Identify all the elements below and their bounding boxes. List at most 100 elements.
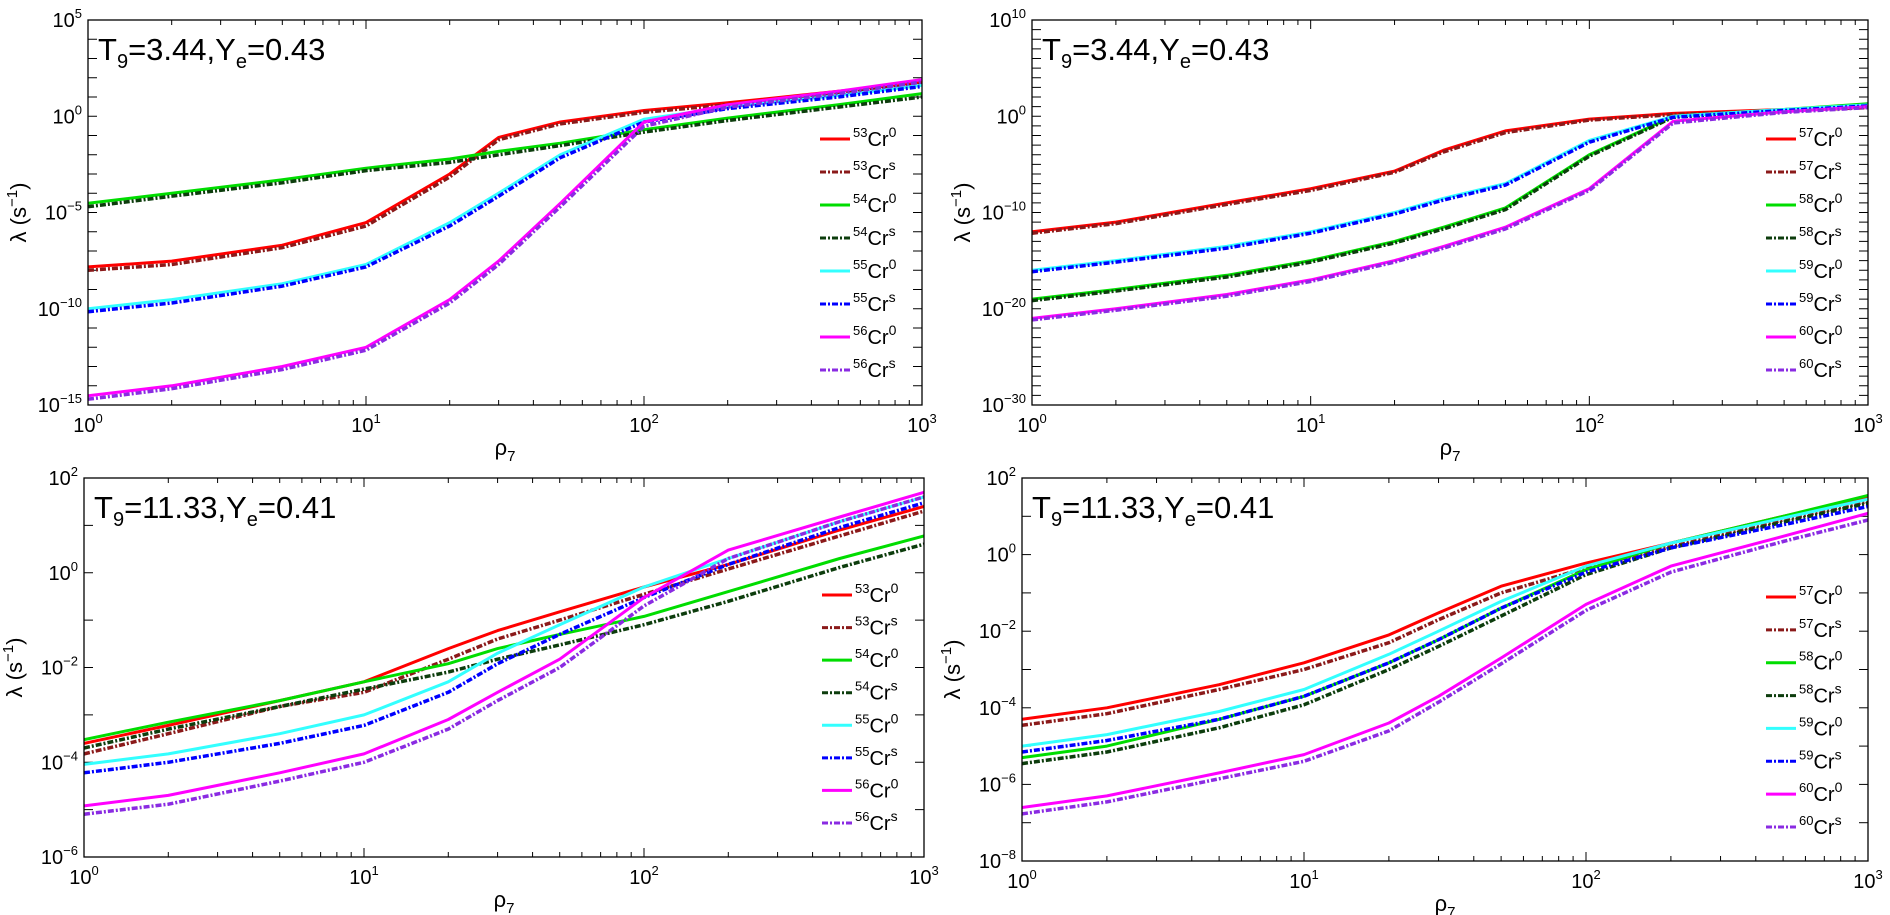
legend-label: 53Cr0 (855, 580, 899, 607)
legend-mass: 57 (1799, 158, 1813, 173)
y-axis-text: λ (s (950, 207, 975, 242)
x-tick-label: 100 (69, 863, 98, 889)
title-y-symbol: Y (215, 32, 236, 67)
x-axis-symbol: ρ (1435, 891, 1448, 915)
chart-panel-4: 100 101 102 10310−810−610−410−2100102ρ7λ (s… (938, 464, 1883, 915)
y-axis-superscript: −1 (0, 645, 17, 662)
legend-element: Cr (869, 813, 890, 835)
legend-element: Cr (1813, 294, 1834, 316)
series-line-55-cr-s (88, 87, 922, 312)
legend-superscript: s (1835, 157, 1842, 173)
legend-element: Cr (869, 748, 890, 770)
x-tick-base: 10 (1017, 415, 1039, 437)
y-tick-label: 10−10 (982, 199, 1026, 225)
x-axis-subscript: 7 (506, 900, 514, 915)
chart-title: T9=11.33,Ye=0.41 (94, 490, 336, 531)
y-axis-close: ) (950, 183, 975, 190)
legend-superscript: s (1835, 289, 1842, 305)
legend-element: Cr (867, 129, 888, 151)
y-tick-label: 100 (987, 541, 1016, 567)
legend-label: 54Crs (855, 678, 898, 705)
legend-element: Cr (1813, 718, 1834, 740)
legend-element: Cr (1813, 162, 1834, 184)
x-tick-base: 10 (1296, 415, 1318, 437)
y-axis-close: ) (940, 640, 965, 647)
legend-superscript: 0 (891, 645, 899, 661)
series-lines (84, 492, 924, 814)
legend-label: 55Cr0 (855, 710, 899, 737)
x-tick-base: 10 (909, 867, 931, 889)
legend-element: Cr (1813, 653, 1834, 675)
y-tick-base: 10 (53, 10, 75, 32)
legend-superscript: s (1835, 681, 1842, 697)
legend-label: 58Crs (1799, 681, 1842, 708)
series-line-56-cr-0 (88, 80, 922, 396)
legend-mass: 60 (1799, 323, 1813, 338)
legend-superscript: s (891, 743, 898, 759)
y-axis-text: λ (s (940, 664, 965, 699)
legend-superscript: 0 (1835, 713, 1843, 729)
chart-title: T9=3.44,Ye=0.43 (1042, 32, 1269, 73)
series-lines (1022, 496, 1868, 814)
legend-element: Cr (1813, 784, 1834, 806)
title-t-symbol: T (98, 32, 117, 67)
legend-mass: 56 (853, 356, 867, 371)
y-tick-label: 10−5 (45, 199, 82, 225)
y-tick-exp: −4 (1001, 694, 1016, 709)
legend-label: 54Cr0 (853, 190, 897, 217)
x-axis-subscript: 7 (507, 448, 515, 465)
legend-element: Cr (867, 195, 888, 217)
legend-element: Cr (867, 360, 888, 382)
legend-label: 58Cr0 (1799, 190, 1843, 217)
x-tick-exp: 3 (930, 411, 937, 426)
figure: 100 101 102 10310−1510−1010−5100105ρ7λ (s−1… (0, 0, 1890, 915)
series-line-59-cr-0 (1022, 499, 1868, 746)
x-tick-exp: 3 (1876, 867, 1883, 882)
x-tick-label: 103 (909, 863, 938, 889)
legend-mass: 60 (1799, 356, 1813, 371)
y-tick-label: 102 (49, 464, 78, 490)
legend-superscript: 0 (891, 775, 899, 791)
y-tick-exp: −15 (60, 391, 82, 406)
y-tick-exp: 0 (75, 102, 82, 117)
series-line-53-cr-s (88, 84, 922, 270)
axis-ticks (88, 20, 922, 405)
legend-mass: 55 (855, 744, 869, 759)
legend-element: Cr (1813, 261, 1834, 283)
x-tick-base: 10 (1575, 415, 1597, 437)
y-tick-base: 10 (979, 851, 1001, 873)
legend-superscript: 0 (1835, 256, 1843, 272)
y-tick-base: 10 (982, 395, 1004, 417)
legend-superscript: s (1835, 615, 1842, 631)
y-tick-exp: −2 (63, 654, 78, 669)
y-tick-base: 10 (41, 847, 63, 869)
title-y-symbol: Y (226, 490, 247, 525)
x-axis-label: ρ7 (1435, 891, 1456, 915)
legend-superscript: s (889, 223, 896, 239)
plot-frame (1022, 478, 1868, 861)
legend-label: 59Cr0 (1799, 256, 1843, 283)
legend-superscript: 0 (889, 322, 897, 338)
legend-label: 56Crs (855, 808, 898, 835)
x-tick-label: 100 (1007, 867, 1036, 893)
legend-label: 58Crs (1799, 223, 1842, 250)
y-axis-superscript: −1 (948, 190, 965, 207)
legend-element: Cr (1813, 620, 1834, 642)
series-line-60-cr-s (1022, 520, 1868, 814)
x-tick-exp: 1 (1312, 867, 1319, 882)
legend-label: 59Crs (1799, 746, 1842, 773)
legend-mass: 58 (1799, 191, 1813, 206)
legend-element: Cr (1813, 686, 1834, 708)
legend-mass: 56 (855, 776, 869, 791)
x-tick-exp: 2 (652, 863, 659, 878)
legend-mass: 57 (1799, 616, 1813, 631)
y-tick-exp: 0 (1019, 102, 1026, 117)
x-tick-label: 102 (629, 863, 658, 889)
y-tick-base: 10 (989, 10, 1011, 32)
x-axis-label: ρ7 (1440, 435, 1461, 465)
title-t-value: =11.33, (124, 490, 226, 525)
y-tick-exp: 2 (1009, 464, 1016, 479)
x-axis-label: ρ7 (494, 887, 515, 915)
legend-label: 60Cr0 (1799, 779, 1843, 806)
